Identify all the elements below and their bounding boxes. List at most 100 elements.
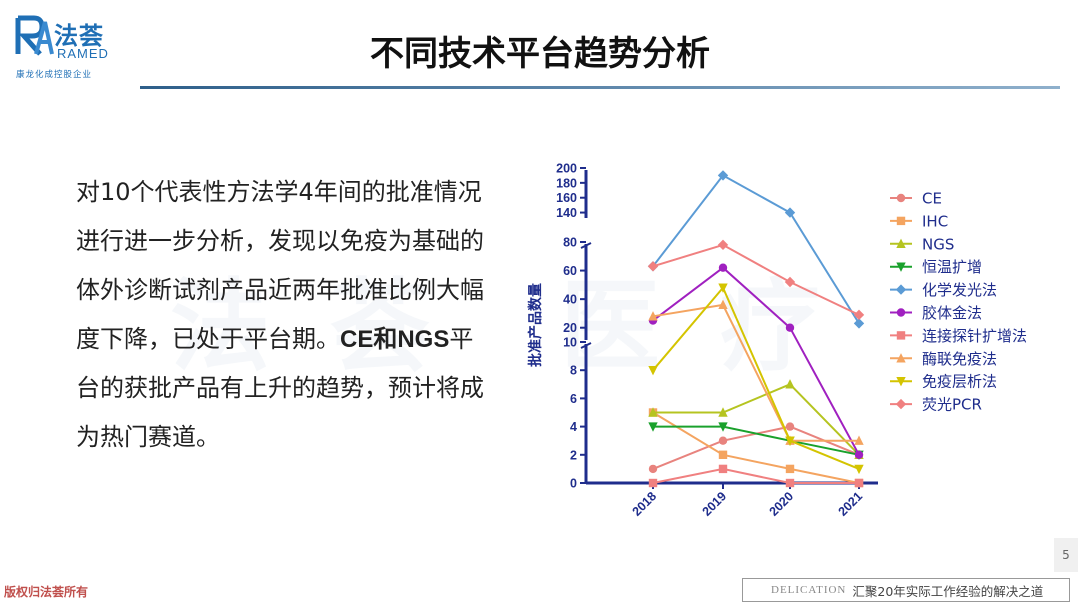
legend-label: 荧光PCR — [922, 396, 982, 414]
data-point — [896, 216, 906, 226]
logo-english-name: RAMED — [57, 46, 109, 61]
y-tick-label: 4 — [570, 420, 577, 434]
y-tick-label: 10 — [563, 336, 577, 350]
legend-item: 荧光PCR — [890, 396, 982, 414]
footer-slogan-box: DELICATION 汇聚20年实际工作经验的解决之道 — [742, 578, 1070, 602]
data-point — [896, 331, 906, 340]
data-point — [718, 407, 728, 417]
legend-item: 免疫层析法 — [890, 373, 997, 391]
y-tick-label: 20 — [563, 321, 577, 335]
footer-brand: DELICATION — [771, 584, 847, 596]
series-path — [652, 266, 860, 456]
axis-break-mark — [580, 342, 592, 349]
series-path — [652, 285, 860, 470]
series-line — [647, 239, 865, 321]
logo-mark-icon — [15, 15, 54, 56]
series-path — [652, 467, 859, 484]
legend-item: CE — [890, 190, 942, 208]
data-point — [854, 450, 864, 459]
data-point — [853, 309, 865, 321]
y-axis-title: 批准产品数量 — [527, 283, 544, 367]
data-point — [718, 422, 728, 432]
data-point — [895, 284, 907, 295]
data-point — [785, 436, 795, 446]
analysis-paragraph: 对10个代表性方法学4年间的批准情况进行进一步分析，发现以免疫为基础的体外诊断试… — [76, 168, 496, 462]
legend-item: 酶联免疫法 — [890, 350, 997, 368]
data-point — [785, 379, 795, 389]
legend-item: 恒温扩增 — [890, 258, 982, 276]
data-point — [648, 311, 658, 321]
data-point — [717, 239, 729, 251]
legend-label: 化学发光法 — [922, 281, 997, 299]
data-point — [648, 422, 658, 432]
legend-item: NGS — [890, 235, 954, 253]
x-tick-label: 2019 — [700, 489, 730, 519]
series-path — [653, 425, 860, 456]
footer-slogan: 汇聚20年实际工作经验的解决之道 — [852, 583, 1044, 599]
y-tick-label: 80 — [563, 236, 577, 250]
data-point — [896, 238, 906, 248]
x-tick-label: 2020 — [767, 489, 797, 519]
data-point — [718, 263, 728, 272]
series-line — [648, 464, 864, 488]
legend-item: IHC — [890, 212, 948, 230]
series-line — [648, 263, 864, 459]
title-divider — [140, 86, 1060, 89]
legend-label: 连接探针扩增法 — [922, 327, 1027, 345]
data-point — [785, 464, 795, 474]
logo-chinese-name: 法荟 — [54, 22, 104, 50]
data-point — [718, 299, 728, 310]
legend-label: 恒温扩增 — [922, 258, 982, 276]
legend-label: NGS — [922, 235, 954, 253]
y-tick-label: 200 — [556, 162, 577, 176]
axis-break-mark — [580, 242, 592, 249]
legend-label: IHC — [922, 212, 948, 230]
y-tick-label: 8 — [570, 364, 577, 378]
data-point — [648, 366, 658, 376]
legend-item: 连接探针扩增法 — [890, 327, 1027, 345]
legend-label: 胶体金法 — [922, 304, 982, 322]
legend-label: CE — [922, 190, 942, 208]
data-point — [718, 450, 728, 459]
x-tick-label: 2018 — [630, 489, 660, 519]
watermark-char-2: 荟 — [330, 268, 430, 385]
watermark-char-3: 医 — [560, 268, 660, 385]
highlight-and: 和 — [373, 326, 398, 353]
series-line — [648, 379, 864, 459]
data-point — [648, 464, 658, 474]
highlight-ngs: NGS — [397, 326, 450, 353]
y-tick-label: 140 — [556, 206, 577, 220]
data-point — [718, 464, 728, 474]
data-point — [896, 308, 906, 317]
logo-subtitle: 康龙化成控股企业 — [16, 70, 93, 80]
y-tick-label: 0 — [570, 477, 577, 491]
data-point — [853, 318, 865, 329]
series-line — [648, 283, 864, 475]
page-number: 5 — [1054, 538, 1078, 572]
watermark-char-1: 法 — [170, 268, 270, 385]
data-point — [854, 464, 864, 475]
data-point — [854, 478, 864, 488]
data-point — [784, 276, 796, 288]
series-path — [652, 303, 859, 442]
data-point — [785, 323, 795, 332]
data-point — [896, 262, 906, 272]
data-point — [895, 398, 907, 410]
data-point — [647, 261, 659, 272]
series-line — [647, 170, 865, 329]
company-logo: 法荟 RAMED 康龙化成控股企业 — [14, 14, 124, 84]
series-path — [652, 411, 860, 484]
data-point — [785, 422, 795, 431]
slide-title: 不同技术平台趋势分析 — [370, 34, 710, 74]
y-tick-label: 160 — [556, 191, 577, 205]
trend-chart: 0 2 4 6 8 10 20 40 60 80 140 160 180 200 2018 2019 2020 2… — [520, 155, 1080, 535]
y-tick-label: 180 — [556, 176, 577, 190]
data-point — [896, 353, 906, 363]
data-point — [718, 283, 728, 293]
copyright-notice: 版权归法荟所有 — [4, 585, 89, 599]
series-path — [652, 174, 860, 324]
data-point — [648, 478, 658, 488]
paragraph-text-2: 平台的获批产品有上升的趋势，预计将成为热门赛道。 — [76, 325, 484, 451]
data-point — [896, 377, 906, 387]
